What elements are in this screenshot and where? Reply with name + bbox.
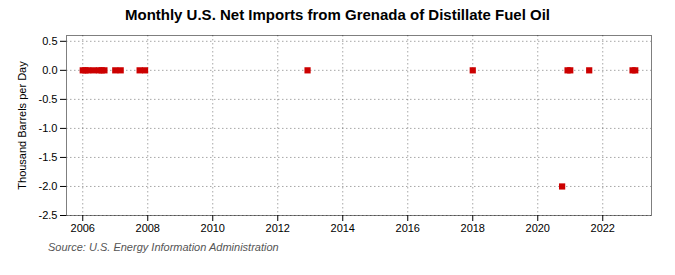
svg-text:Thousand Barrels per Day: Thousand Barrels per Day	[16, 61, 28, 190]
svg-text:2008: 2008	[136, 222, 160, 234]
svg-text:0.5: 0.5	[42, 35, 57, 47]
svg-text:-2.0: -2.0	[39, 180, 58, 192]
svg-text:2010: 2010	[201, 222, 225, 234]
html-text:Source: U.S. Energy Informatio: Source: U.S. Energy Information Administ…	[48, 241, 279, 253]
svg-text:2006: 2006	[71, 222, 95, 234]
svg-text:2016: 2016	[396, 222, 420, 234]
svg-text:2022: 2022	[591, 222, 615, 234]
svg-text:2012: 2012	[266, 222, 290, 234]
svg-text:2014: 2014	[331, 222, 355, 234]
svg-text:-1.0: -1.0	[39, 122, 58, 134]
svg-text:2020: 2020	[526, 222, 550, 234]
svg-text:0.0: 0.0	[42, 64, 57, 76]
html-text:Monthly U.S. Net Imports from: Monthly U.S. Net Imports from Grenada of…	[125, 6, 550, 23]
svg-text:-1.5: -1.5	[39, 151, 58, 163]
svg-text:-0.5: -0.5	[39, 93, 58, 105]
svg-text:2018: 2018	[461, 222, 485, 234]
svg-text:-2.5: -2.5	[39, 209, 58, 221]
